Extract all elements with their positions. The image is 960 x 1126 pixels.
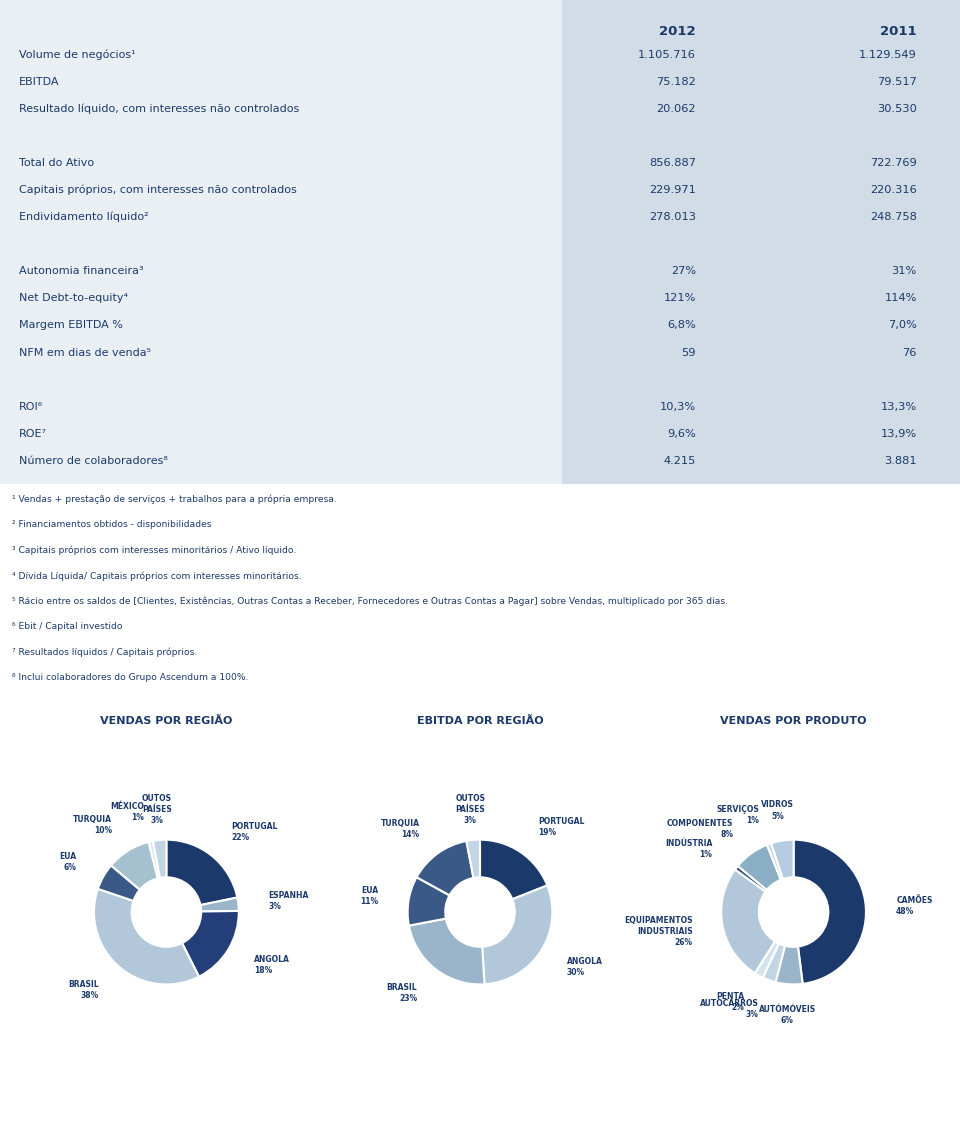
Wedge shape — [409, 919, 485, 984]
Bar — [562, 0, 960, 484]
Text: ⁵ Rácio entre os saldos de [Clientes, Existências, Outras Contas a Receber, Forn: ⁵ Rácio entre os saldos de [Clientes, Ex… — [12, 597, 728, 606]
Text: ⁷ Resultados líquidos / Capitais próprios.: ⁷ Resultados líquidos / Capitais próprio… — [12, 647, 197, 658]
Text: ³ Capitais próprios com interesses minoritários / Ativo líquido.: ³ Capitais próprios com interesses minor… — [12, 546, 296, 555]
Text: ² Financiamentos obtidos - disponibilidades: ² Financiamentos obtidos - disponibilida… — [12, 520, 211, 529]
Wedge shape — [755, 941, 779, 977]
Text: Margem EBITDA %: Margem EBITDA % — [19, 321, 123, 331]
Text: EUA
6%: EUA 6% — [60, 851, 77, 872]
Text: Endividamento líquido²: Endividamento líquido² — [19, 212, 149, 222]
Text: 31%: 31% — [892, 267, 917, 276]
Wedge shape — [201, 897, 239, 912]
Text: EBITDA: EBITDA — [19, 77, 60, 87]
Wedge shape — [771, 840, 794, 879]
Text: EBITDA POR REGIÃO: EBITDA POR REGIÃO — [417, 715, 543, 725]
Text: ⁶ Ebit / Capital investido: ⁶ Ebit / Capital investido — [12, 623, 122, 632]
Text: TURQUIA
10%: TURQUIA 10% — [73, 815, 111, 835]
Text: OUTOS
PAÍSES
3%: OUTOS PAÍSES 3% — [455, 794, 486, 825]
Text: 30.530: 30.530 — [876, 104, 917, 114]
Text: Net Debt-to-equity⁴: Net Debt-to-equity⁴ — [19, 294, 129, 303]
Wedge shape — [94, 888, 199, 984]
Text: ANGOLA
18%: ANGOLA 18% — [254, 955, 290, 975]
Text: 6,8%: 6,8% — [667, 321, 696, 331]
Wedge shape — [794, 840, 866, 984]
Text: 220.316: 220.316 — [870, 185, 917, 195]
Text: 121%: 121% — [663, 294, 696, 303]
Text: PORTUGAL
22%: PORTUGAL 22% — [231, 822, 277, 842]
Text: 76: 76 — [902, 348, 917, 358]
Text: INDÚSTRIA
1%: INDÚSTRIA 1% — [665, 839, 712, 859]
Text: Capitais próprios, com interesses não controlados: Capitais próprios, com interesses não co… — [19, 185, 297, 195]
Text: AUTOCARROS
3%: AUTOCARROS 3% — [700, 999, 758, 1019]
Wedge shape — [153, 840, 166, 878]
Text: VENDAS POR PRODUTO: VENDAS POR PRODUTO — [720, 715, 867, 725]
Text: 229.971: 229.971 — [649, 185, 696, 195]
Text: 1.105.716: 1.105.716 — [638, 50, 696, 60]
Text: BRASIL
38%: BRASIL 38% — [68, 980, 99, 1000]
Wedge shape — [182, 911, 239, 976]
Text: AUTÓMÓVEIS
6%: AUTÓMÓVEIS 6% — [758, 1004, 816, 1025]
Text: OUTOS
PAÍSES
3%: OUTOS PAÍSES 3% — [142, 794, 172, 825]
Text: ⁴ Dívida Líquida/ Capitais próprios com interesses minoritários.: ⁴ Dívida Líquida/ Capitais próprios com … — [12, 571, 301, 581]
Text: 722.769: 722.769 — [870, 158, 917, 168]
Text: 13,9%: 13,9% — [880, 429, 917, 439]
Wedge shape — [417, 841, 473, 895]
Text: Total do Ativo: Total do Ativo — [19, 158, 94, 168]
Text: 2011: 2011 — [880, 25, 917, 38]
Text: Número de colaboradores⁸: Número de colaboradores⁸ — [19, 456, 168, 466]
Text: VENDAS POR REGIÃO: VENDAS POR REGIÃO — [100, 715, 232, 725]
Wedge shape — [408, 877, 449, 926]
Text: EQUIPAMENTOS
INDUSTRIAIS
26%: EQUIPAMENTOS INDUSTRIAIS 26% — [624, 915, 692, 947]
Text: PORTUGAL
19%: PORTUGAL 19% — [538, 817, 584, 837]
Wedge shape — [467, 840, 480, 878]
Text: 75.182: 75.182 — [657, 77, 696, 87]
Text: ESPANHA
3%: ESPANHA 3% — [269, 891, 309, 911]
Text: ROE⁷: ROE⁷ — [19, 429, 47, 439]
Wedge shape — [166, 840, 237, 905]
Text: 10,3%: 10,3% — [660, 402, 696, 412]
Wedge shape — [763, 944, 785, 982]
Text: 27%: 27% — [671, 267, 696, 276]
Wedge shape — [149, 841, 160, 878]
Text: Resultado líquido, com interesses não controlados: Resultado líquido, com interesses não co… — [19, 104, 300, 114]
Text: 2012: 2012 — [660, 25, 696, 38]
Wedge shape — [98, 866, 140, 901]
Wedge shape — [480, 840, 547, 900]
Text: TURQUIA
14%: TURQUIA 14% — [380, 819, 420, 839]
Text: 4.215: 4.215 — [663, 456, 696, 466]
Text: 1.129.549: 1.129.549 — [859, 50, 917, 60]
Text: NFM em dias de venda⁵: NFM em dias de venda⁵ — [19, 348, 151, 358]
Text: 20.062: 20.062 — [657, 104, 696, 114]
Text: MÉXICO
1%: MÉXICO 1% — [110, 802, 144, 822]
Text: 79.517: 79.517 — [876, 77, 917, 87]
Text: BRASIL
23%: BRASIL 23% — [386, 983, 417, 1003]
Wedge shape — [738, 844, 780, 890]
Wedge shape — [735, 866, 767, 892]
Text: ¹ Vendas + prestação de serviços + trabalhos para a própria empresa.: ¹ Vendas + prestação de serviços + traba… — [12, 494, 336, 504]
Text: 856.887: 856.887 — [649, 158, 696, 168]
Text: VIDROS
5%: VIDROS 5% — [761, 801, 794, 821]
Text: 248.758: 248.758 — [870, 212, 917, 222]
Wedge shape — [776, 946, 803, 984]
Text: EUA
11%: EUA 11% — [360, 886, 378, 906]
Text: ROI⁶: ROI⁶ — [19, 402, 43, 412]
Text: SERVIÇOS
1%: SERVIÇOS 1% — [716, 805, 758, 825]
Text: ⁸ Inclui colaboradores do Grupo Ascendum a 100%.: ⁸ Inclui colaboradores do Grupo Ascendum… — [12, 673, 248, 682]
Wedge shape — [111, 842, 157, 890]
Text: Volume de negócios¹: Volume de negócios¹ — [19, 50, 135, 60]
Wedge shape — [767, 843, 782, 879]
Text: 13,3%: 13,3% — [880, 402, 917, 412]
Text: PENTA
2%: PENTA 2% — [716, 992, 744, 1012]
Text: 278.013: 278.013 — [649, 212, 696, 222]
Text: 3.881: 3.881 — [884, 456, 917, 466]
Text: COMPONENTES
8%: COMPONENTES 8% — [667, 819, 733, 839]
Text: 7,0%: 7,0% — [888, 321, 917, 331]
Wedge shape — [482, 885, 552, 984]
Text: ANGOLA
30%: ANGOLA 30% — [566, 957, 603, 977]
Text: 59: 59 — [682, 348, 696, 358]
Wedge shape — [721, 869, 775, 973]
Text: Autonomia financeira³: Autonomia financeira³ — [19, 267, 144, 276]
Text: 114%: 114% — [884, 294, 917, 303]
Text: 9,6%: 9,6% — [667, 429, 696, 439]
Text: CAMÕES
48%: CAMÕES 48% — [897, 895, 932, 915]
